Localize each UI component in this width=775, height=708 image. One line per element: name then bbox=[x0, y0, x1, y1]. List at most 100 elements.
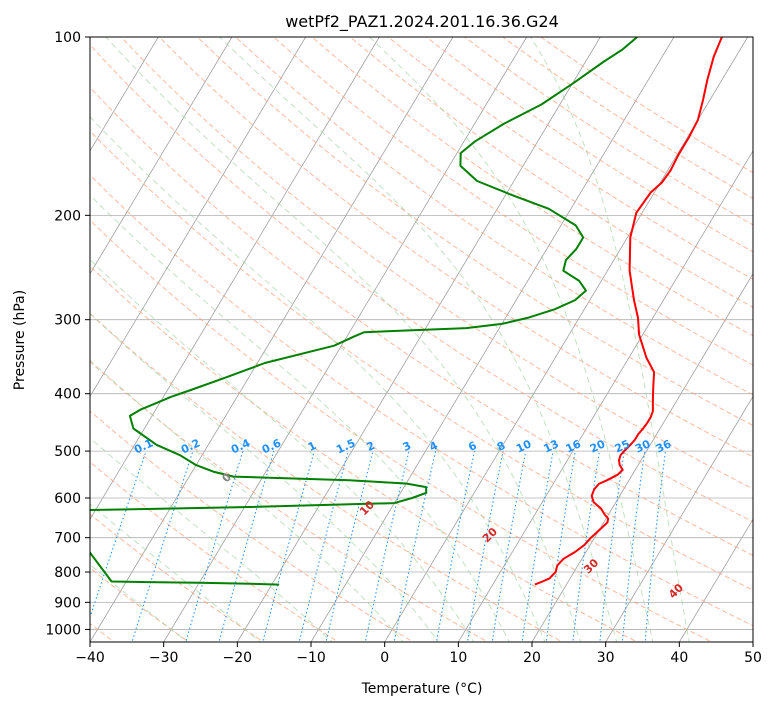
isotherm-gridline bbox=[0, 37, 11, 642]
y-tick-label: 1000 bbox=[45, 622, 81, 638]
chart-series bbox=[90, 37, 723, 586]
mixing-ratio-line bbox=[545, 451, 576, 642]
x-axis-label: Temperature (°C) bbox=[361, 681, 483, 697]
moist-adiabat-line bbox=[90, 258, 475, 642]
moist-adiabat-line bbox=[530, 37, 690, 642]
x-tick-label: −40 bbox=[75, 650, 105, 666]
y-tick-label: 200 bbox=[54, 208, 81, 224]
mixing-ratio-label: 6 bbox=[466, 439, 479, 454]
x-tick-label: −30 bbox=[149, 650, 179, 666]
x-tick-label: 10 bbox=[449, 650, 467, 666]
dry-adiabat-line bbox=[90, 410, 414, 642]
dry-adiabat-line bbox=[90, 461, 340, 642]
moist-adiabat-label: 10 bbox=[357, 498, 377, 518]
dry-adiabat-line bbox=[90, 130, 753, 591]
dry-adiabat-line bbox=[311, 37, 753, 337]
mixing-ratio-line bbox=[90, 450, 147, 619]
moist-adiabat-label: 40 bbox=[666, 581, 686, 601]
x-tick-label: 0 bbox=[380, 650, 389, 666]
mixing-ratio-line bbox=[491, 451, 527, 642]
mixing-ratio-line bbox=[621, 451, 646, 642]
chart-title: wetPf2_PAZ1.2024.201.16.36.G24 bbox=[285, 12, 559, 32]
mixing-ratio-line bbox=[364, 450, 410, 642]
x-tick-label: −10 bbox=[296, 650, 326, 666]
moist-adiabat-line bbox=[105, 37, 582, 642]
y-tick-label: 100 bbox=[54, 30, 81, 46]
dry-adiabat-line bbox=[90, 43, 753, 523]
dry-adiabat-line bbox=[387, 37, 753, 280]
dry-adiabat-line bbox=[235, 37, 753, 396]
isotherm-gridline bbox=[384, 37, 749, 642]
isotherm-gridline bbox=[90, 37, 454, 642]
moist-adiabat-label: 30 bbox=[581, 556, 601, 576]
dry-adiabat-line bbox=[90, 219, 713, 642]
y-tick-label: 800 bbox=[54, 565, 81, 581]
moist-adiabat-line bbox=[90, 503, 261, 642]
mixing-ratio-label: 25 bbox=[613, 437, 632, 455]
x-tick-label: 20 bbox=[523, 650, 541, 666]
mixing-ratio-line bbox=[131, 450, 194, 642]
mixing-ratio-label: 0.6 bbox=[260, 436, 283, 456]
y-axis-label: Pressure (hPa) bbox=[12, 290, 28, 390]
mixing-ratio-label: 13 bbox=[541, 437, 560, 455]
y-tick-label: 300 bbox=[54, 313, 81, 329]
dry-adiabat-line bbox=[90, 312, 564, 642]
isotherm-gridline bbox=[90, 37, 233, 275]
dry-adiabat-line bbox=[90, 174, 753, 627]
moist-adiabat-line bbox=[90, 563, 188, 642]
dry-adiabat-line bbox=[197, 37, 753, 427]
isotherm-gridline bbox=[457, 150, 753, 642]
isotherm-gridline bbox=[605, 395, 753, 642]
x-tick-label: 50 bbox=[744, 650, 762, 666]
x-tick-label: 30 bbox=[597, 650, 615, 666]
mixing-ratio-label: 10 bbox=[514, 437, 534, 455]
mixing-ratio-label: 3 bbox=[401, 439, 413, 454]
dry-adiabat-line bbox=[273, 37, 753, 366]
dry-adiabat-line bbox=[90, 360, 489, 642]
mixing-ratio-label: 16 bbox=[564, 437, 584, 455]
y-tick-label: 400 bbox=[54, 387, 81, 403]
moist-adiabat-line bbox=[90, 313, 440, 642]
chart-axes: −40 −30 −20 −10 0 10 20 30 40 5010020030040050060… bbox=[45, 30, 762, 666]
mixing-ratio-label: 20 bbox=[588, 437, 608, 455]
moist-adiabat-line bbox=[219, 37, 618, 642]
mixing-ratio-line bbox=[262, 450, 315, 642]
dry-adiabat-line bbox=[90, 513, 265, 642]
dry-adiabat-line bbox=[90, 86, 753, 557]
mixing-ratio-label: 2 bbox=[365, 439, 377, 454]
moist-adiabat-line bbox=[90, 437, 333, 642]
y-tick-label: 600 bbox=[54, 491, 81, 507]
mixing-ratio-label: 1 bbox=[306, 439, 318, 454]
isotherm-gridline bbox=[678, 518, 753, 642]
temperature-profile-line bbox=[534, 37, 723, 586]
dewpoint-profile-line bbox=[90, 37, 638, 586]
y-tick-label: 900 bbox=[54, 595, 81, 611]
isotherm-gridline bbox=[531, 272, 753, 642]
dry-adiabat-label: 40 bbox=[7, 134, 27, 154]
mixing-ratio-label: 1.5 bbox=[334, 436, 357, 456]
moist-adiabat-line bbox=[90, 116, 546, 642]
mixing-ratio-line bbox=[466, 450, 504, 642]
mixing-ratio-line bbox=[572, 451, 600, 642]
moist-adiabat-line bbox=[90, 194, 510, 642]
dry-adiabat-line bbox=[90, 265, 639, 642]
mixing-ratio-label: 0.4 bbox=[229, 436, 252, 456]
mixing-ratio-line bbox=[325, 450, 374, 642]
mixing-ratio-label: 30 bbox=[633, 437, 653, 455]
mixing-ratio-line bbox=[298, 450, 349, 642]
moist-adiabat-line bbox=[90, 359, 404, 642]
mixing-ratio-label: 0.1 bbox=[132, 436, 155, 456]
isotherm-gridline bbox=[90, 37, 159, 152]
isotherm-gridline bbox=[752, 641, 753, 642]
mixing-ratio-line bbox=[393, 450, 437, 642]
mixing-ratio-line bbox=[185, 450, 244, 642]
mixing-ratio-line bbox=[435, 450, 475, 642]
chart-grid bbox=[0, 37, 753, 642]
dry-adiabat-line bbox=[158, 37, 753, 458]
moist-adiabat-line bbox=[369, 37, 654, 642]
isotherm-gridline bbox=[90, 37, 380, 520]
dry-adiabat-line bbox=[90, 567, 190, 642]
x-tick-label: 40 bbox=[670, 650, 688, 666]
dry-adiabat-line bbox=[120, 37, 753, 490]
